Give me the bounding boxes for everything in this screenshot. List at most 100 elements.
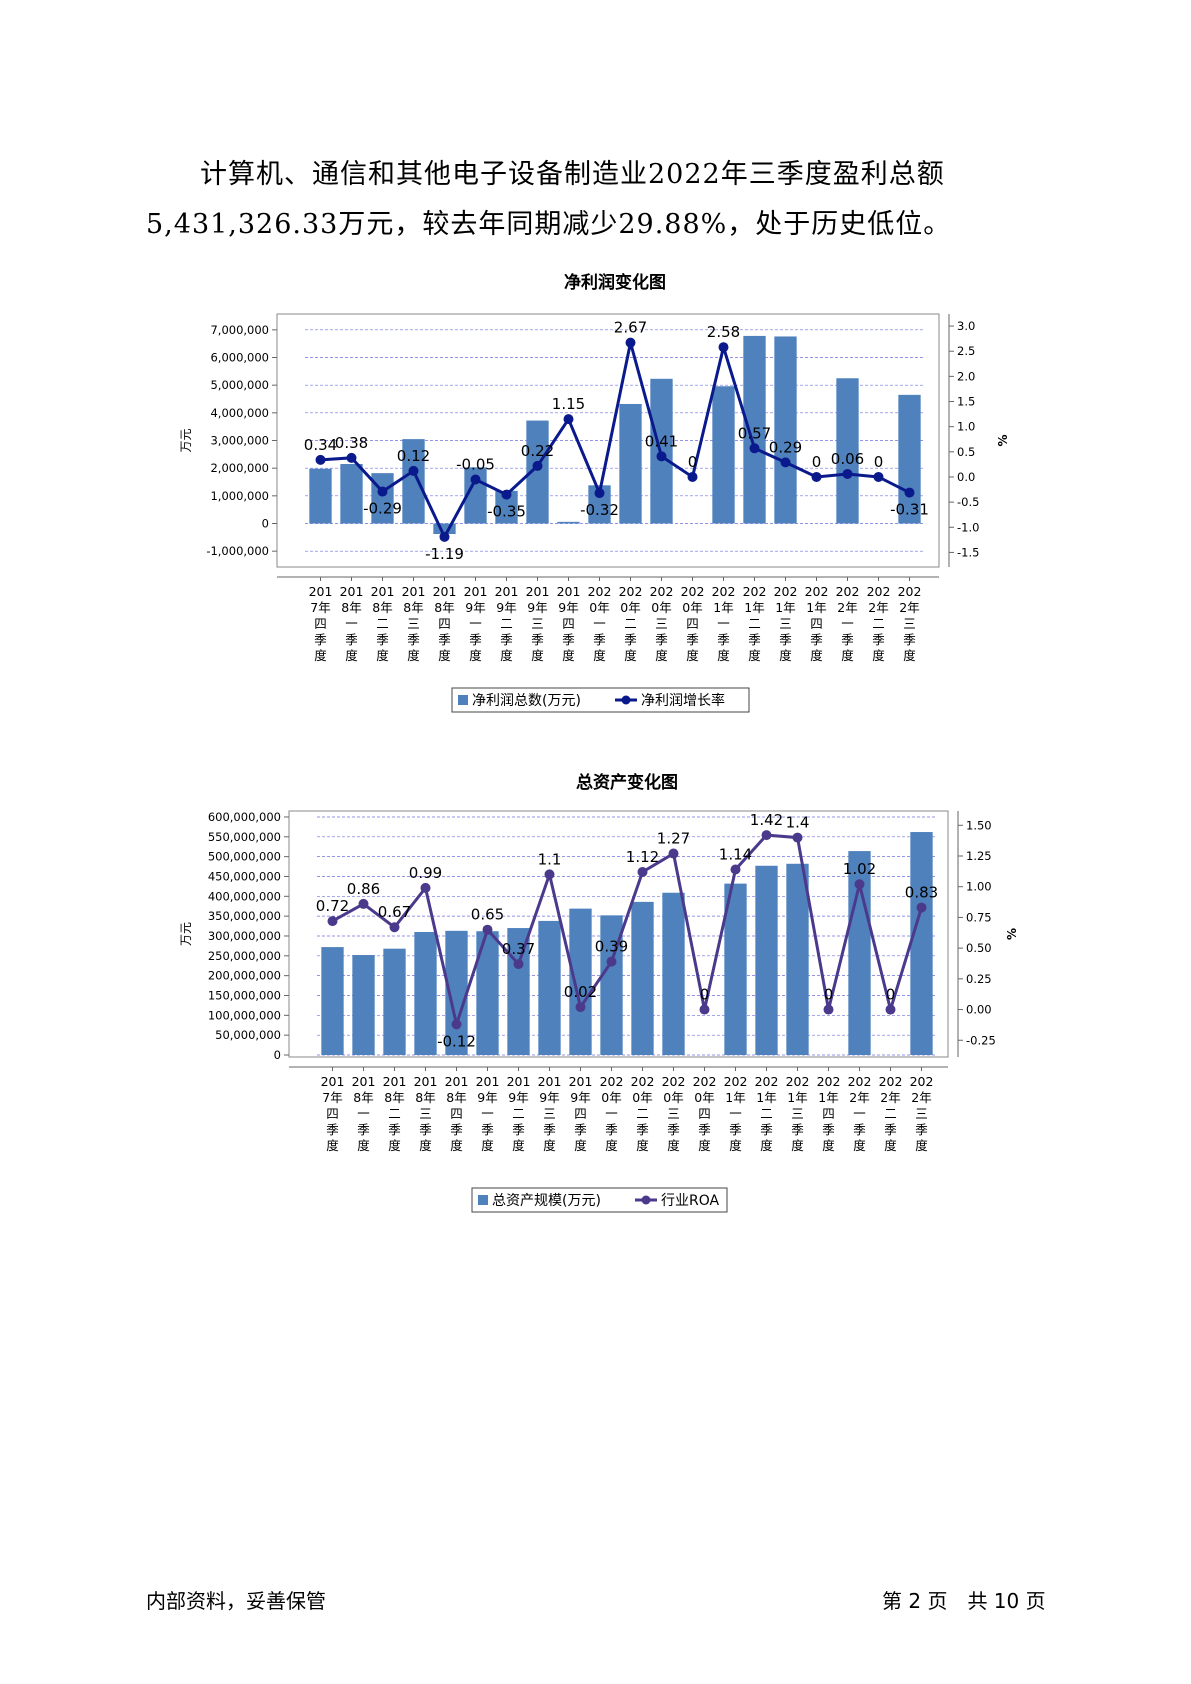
profit-xtick-label: 度 bbox=[872, 648, 885, 663]
assets-xtick-label: 202 bbox=[693, 1074, 717, 1089]
profit-data-label: 0.29 bbox=[769, 438, 802, 456]
profit-xtick-label: 2年 bbox=[868, 600, 888, 615]
profit-xtick-label: 一 bbox=[469, 616, 482, 631]
assets-y2label: % bbox=[1005, 928, 1019, 940]
profit-point bbox=[656, 451, 667, 462]
assets-ytick-label: 250,000,000 bbox=[208, 949, 281, 963]
assets-xtick-label: 季 bbox=[574, 1122, 587, 1137]
profit-xtick-label: 一 bbox=[593, 616, 606, 631]
assets-xtick-label: 季 bbox=[512, 1122, 525, 1137]
assets-bar bbox=[724, 883, 747, 1055]
profit-xtick-label: 四 bbox=[314, 616, 327, 631]
assets-xtick-label: 201 bbox=[538, 1074, 562, 1089]
assets-data-label: 0.67 bbox=[378, 903, 411, 921]
profit-point bbox=[687, 471, 698, 482]
profit-xtick-label: 201 bbox=[402, 584, 426, 599]
profit-xtick-label: 8年 bbox=[403, 600, 423, 615]
profit-bar bbox=[309, 468, 332, 524]
profit-xtick-label: 度 bbox=[562, 648, 575, 663]
total-assets-chart: 总资产变化图 0 50,000,000 100,000,000 150,000,000 2… bbox=[179, 772, 1019, 1213]
assets-line bbox=[331, 833, 923, 1030]
assets-xtick-label: 202 bbox=[848, 1074, 872, 1089]
profit-xtick-label: 四 bbox=[810, 616, 823, 631]
assets-y2tick-label: 1.25 bbox=[966, 849, 992, 863]
assets-xtick-label: 二 bbox=[884, 1106, 897, 1121]
assets-xtick-label: 9年 bbox=[539, 1090, 559, 1105]
assets-xtick-label: 度 bbox=[760, 1138, 773, 1153]
profit-data-label: 0.34 bbox=[304, 436, 337, 454]
assets-xtick-label: 201 bbox=[445, 1074, 469, 1089]
profit-ytick-label: 3,000,000 bbox=[210, 434, 269, 448]
assets-xtick-label: 9年 bbox=[570, 1090, 590, 1105]
assets-data-label: 0.72 bbox=[316, 897, 349, 915]
assets-xtick-label: 201 bbox=[321, 1074, 345, 1089]
assets-bar bbox=[321, 947, 344, 1055]
assets-xtick-label: 度 bbox=[698, 1138, 711, 1153]
profit-data-label: 2.67 bbox=[614, 319, 647, 337]
assets-data-label: 0.83 bbox=[905, 884, 938, 902]
profit-xtick-label: 三 bbox=[407, 616, 420, 631]
assets-xtick-label: 度 bbox=[884, 1138, 897, 1153]
assets-point bbox=[637, 866, 648, 877]
profit-y2tick-label: 3.0 bbox=[957, 319, 975, 333]
assets-xtick-label: 8年 bbox=[415, 1090, 435, 1105]
profit-xtick-label: 度 bbox=[469, 648, 482, 663]
profit-point bbox=[315, 454, 326, 465]
assets-xtick-label: 四 bbox=[698, 1106, 711, 1121]
assets-point bbox=[730, 864, 741, 875]
profit-xtick-label: 一 bbox=[717, 616, 730, 631]
assets-title: 总资产变化图 bbox=[576, 772, 678, 793]
assets-xtick-label: 度 bbox=[512, 1138, 525, 1153]
profit-xtick-label: 三 bbox=[655, 616, 668, 631]
assets-bar bbox=[538, 920, 561, 1055]
profit-xtick-label: 三 bbox=[779, 616, 792, 631]
profit-ytick-label: 5,000,000 bbox=[210, 378, 269, 392]
assets-xtick-label: 度 bbox=[388, 1138, 401, 1153]
assets-xtick-label: 季 bbox=[667, 1122, 680, 1137]
profit-xtick-label: 季 bbox=[407, 632, 420, 647]
assets-bar bbox=[786, 863, 809, 1055]
assets-xtick-label: 1年 bbox=[756, 1090, 776, 1105]
assets-xtick-label: 三 bbox=[915, 1106, 928, 1121]
assets-point bbox=[916, 902, 927, 913]
assets-point bbox=[544, 869, 555, 880]
assets-xtick-label: 季 bbox=[760, 1122, 773, 1137]
profit-xtick-label: 9年 bbox=[465, 600, 485, 615]
profit-xtick-label: 季 bbox=[903, 632, 916, 647]
profit-data-label: 0.41 bbox=[645, 432, 678, 450]
profit-xtick-label: 季 bbox=[748, 632, 761, 647]
profit-point bbox=[718, 342, 729, 353]
assets-point bbox=[358, 898, 369, 909]
profit-data-label: 0.38 bbox=[335, 434, 368, 452]
assets-data-label: 0.39 bbox=[595, 938, 628, 956]
assets-ytick-label: 200,000,000 bbox=[208, 969, 281, 983]
profit-xtick-label: 9年 bbox=[496, 600, 516, 615]
assets-xtick-label: 202 bbox=[910, 1074, 934, 1089]
assets-xtick-label: 季 bbox=[915, 1122, 928, 1137]
profit-ytick-label: 6,000,000 bbox=[210, 351, 269, 365]
assets-xtick-label: 四 bbox=[450, 1106, 463, 1121]
profit-point bbox=[780, 457, 791, 468]
profit-xtick-label: 度 bbox=[345, 648, 358, 663]
assets-xtick-label: 二 bbox=[388, 1106, 401, 1121]
assets-data-label: 0.86 bbox=[347, 880, 380, 898]
assets-xtick-label: 度 bbox=[915, 1138, 928, 1153]
assets-xtick-label: 1年 bbox=[787, 1090, 807, 1105]
assets-xtick-label: 三 bbox=[543, 1106, 556, 1121]
profit-line bbox=[320, 341, 911, 541]
assets-data-label: 0.37 bbox=[502, 940, 535, 958]
profit-data-label: 0.06 bbox=[831, 450, 864, 468]
profit-xtick-label: 度 bbox=[779, 648, 792, 663]
profit-xtick-label: 202 bbox=[712, 584, 736, 599]
assets-xtick-label: 一 bbox=[729, 1106, 742, 1121]
profit-data-label: 0 bbox=[812, 453, 822, 471]
assets-bar bbox=[755, 865, 778, 1055]
assets-xtick-label: 一 bbox=[357, 1106, 370, 1121]
profit-legend-line-marker bbox=[621, 695, 631, 705]
assets-data-label: 1.12 bbox=[626, 848, 659, 866]
profit-xtick-label: 季 bbox=[562, 632, 575, 647]
assets-data-label: -0.12 bbox=[437, 1032, 476, 1050]
assets-xtick-label: 二 bbox=[512, 1106, 525, 1121]
profit-y2tick-label: -1.0 bbox=[957, 520, 979, 534]
assets-xtick-label: 季 bbox=[884, 1122, 897, 1137]
